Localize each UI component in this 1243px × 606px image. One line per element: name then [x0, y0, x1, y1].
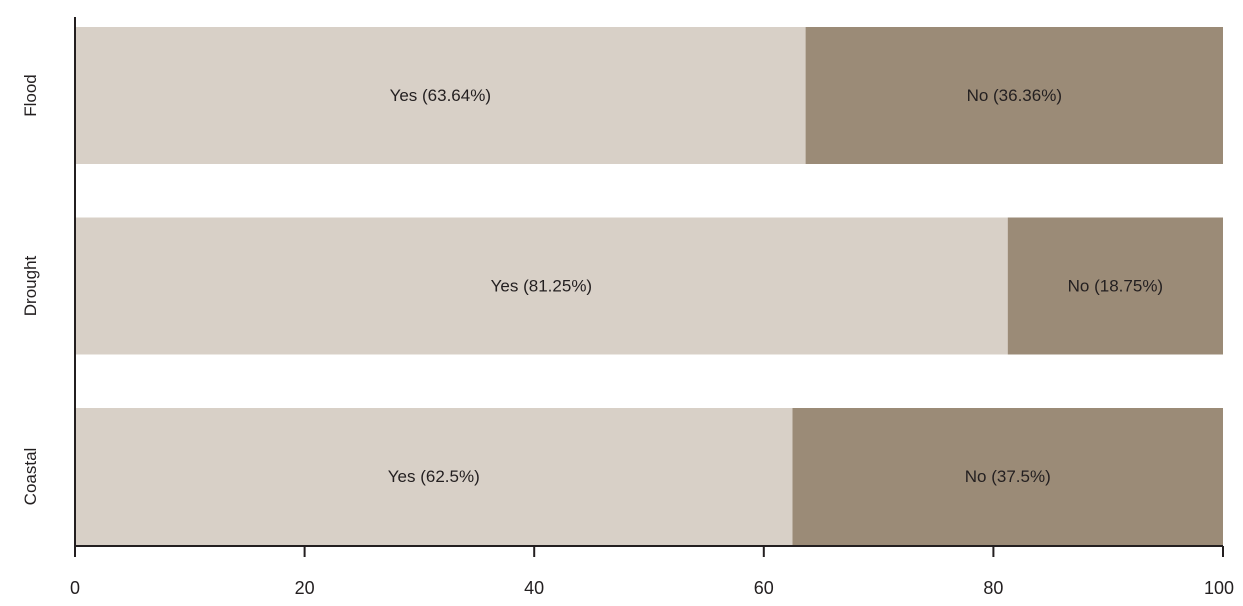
segment-label-yes-flood: Yes (63.64%): [390, 86, 491, 105]
segment-label-yes-coastal: Yes (62.5%): [388, 467, 480, 486]
bars-layer: [75, 27, 1223, 545]
category-label-flood: Flood: [21, 74, 40, 117]
bar-segment-yes-coastal: [75, 408, 793, 545]
bar-segment-yes-flood: [75, 27, 806, 164]
segment-label-no-coastal: No (37.5%): [965, 467, 1051, 486]
x-tick-label: 80: [983, 578, 1003, 598]
x-tick-label: 0: [70, 578, 80, 598]
bar-segment-yes-drought: [75, 217, 1008, 355]
x-tick-label: 100: [1204, 578, 1234, 598]
segment-labels-layer: Yes (63.64%) No (36.36%) Yes (81.25%) No (1…: [388, 86, 1163, 486]
segment-label-yes-drought: Yes (81.25%): [491, 277, 592, 296]
segment-label-no-drought: No (18.75%): [1068, 277, 1163, 296]
bar-segment-no-flood: [805, 27, 1223, 164]
category-label-drought: Drought: [21, 255, 40, 316]
x-ticks: 0 20 40 60 80 100: [70, 546, 1234, 598]
bar-segment-no-drought: [1007, 217, 1223, 355]
axes: [74, 17, 1223, 547]
x-tick-label: 40: [524, 578, 544, 598]
x-tick-label: 60: [754, 578, 774, 598]
category-labels: Flood Drought Coastal: [21, 74, 40, 505]
category-label-coastal: Coastal: [21, 448, 40, 506]
segment-label-no-flood: No (36.36%): [967, 86, 1062, 105]
bar-segment-no-coastal: [792, 408, 1223, 545]
x-tick-label: 20: [295, 578, 315, 598]
